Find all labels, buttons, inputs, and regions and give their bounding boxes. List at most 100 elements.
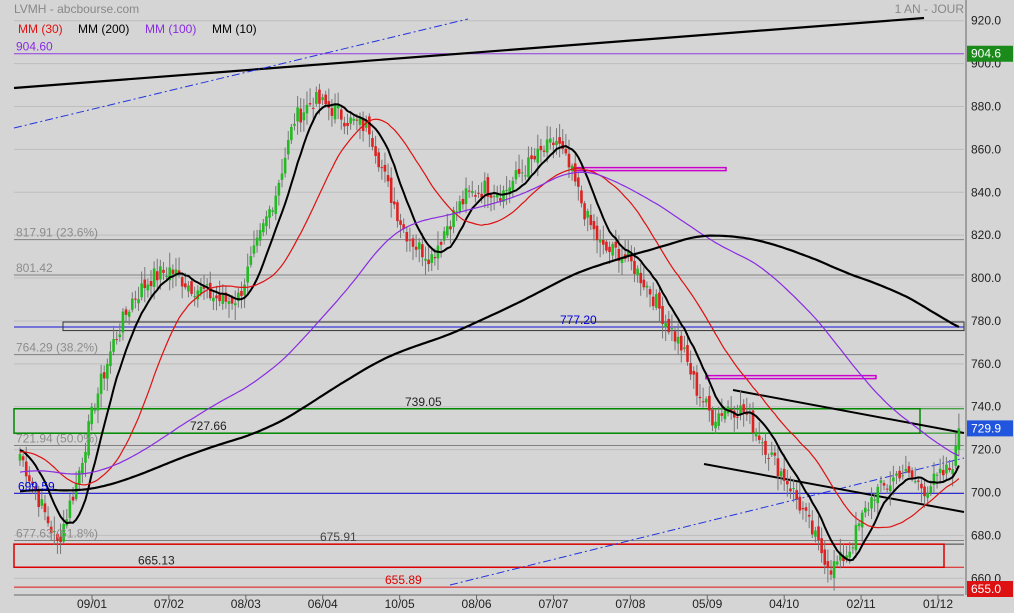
upper-dashdot-line <box>13 18 469 129</box>
zone-777 <box>62 321 965 332</box>
candle-body <box>237 292 240 302</box>
candle-body <box>823 549 827 565</box>
candle-body <box>458 201 462 212</box>
candle-body <box>46 516 50 524</box>
level-label: 727.66 <box>190 419 227 433</box>
grid-lines <box>14 20 964 596</box>
level-label: 764.29 (38.2%) <box>16 341 98 355</box>
candle-body <box>502 190 505 202</box>
candle-body <box>651 296 655 307</box>
candle-body <box>926 492 929 498</box>
ma-line-30 <box>19 118 960 529</box>
candle-body <box>277 182 281 196</box>
legend-mm200: MM (200) <box>78 22 129 36</box>
candle-body <box>343 122 346 127</box>
y-tick-label: 720.0 <box>971 443 1001 457</box>
candle-body <box>483 180 487 194</box>
candle-body <box>77 470 81 485</box>
candle-body <box>49 526 53 534</box>
candle-body <box>374 146 377 157</box>
price-badge-label: 729.9 <box>971 421 1001 435</box>
candle-body <box>227 301 231 304</box>
candlestick-series <box>18 83 961 591</box>
level-label: 777.20 <box>560 313 597 327</box>
level-label: 677.63 (61.8%) <box>16 526 98 540</box>
level-labels: 904.60 817.91 (23.6%) 801.42 777.20 764.29 (… <box>16 40 597 587</box>
ma-line-100 <box>19 171 960 475</box>
candle-body <box>698 396 702 399</box>
candle-body <box>299 108 303 123</box>
candle-body <box>776 458 780 477</box>
candle-body <box>177 270 181 275</box>
x-tick-label: 05/09 <box>692 597 722 611</box>
candle-body <box>617 248 621 261</box>
candle-body <box>948 467 951 471</box>
candle-body <box>318 89 321 104</box>
candle-body <box>736 416 739 418</box>
candle-body <box>567 153 571 168</box>
candle-body <box>442 231 446 241</box>
candle-body <box>155 271 159 281</box>
candle-body <box>327 101 331 108</box>
magenta-box-755 <box>705 374 877 380</box>
candle-body <box>24 461 28 477</box>
candle-body <box>683 347 686 350</box>
candle-body <box>633 260 636 275</box>
candle-body <box>21 456 25 461</box>
candle-body <box>558 137 561 144</box>
level-label: 801.42 <box>16 261 53 275</box>
candle-body <box>274 195 278 214</box>
candle-body <box>864 507 867 513</box>
candle-body <box>152 268 156 287</box>
candle-body <box>124 309 128 315</box>
candle-body <box>885 488 889 490</box>
candle-body <box>380 167 384 169</box>
candle-body <box>349 117 352 124</box>
candle-body <box>857 523 861 527</box>
candle-body <box>112 339 115 352</box>
candle-body <box>414 246 418 250</box>
candle-body <box>751 410 755 433</box>
candle-body <box>860 512 864 528</box>
candle-body <box>882 483 886 486</box>
candle-body <box>184 283 187 288</box>
candle-body <box>577 177 580 187</box>
candle-body <box>221 295 225 304</box>
candle-body <box>951 469 954 475</box>
candle-body <box>920 483 923 489</box>
candle-body <box>505 189 508 191</box>
candle-body <box>324 94 327 105</box>
candle-body <box>480 193 483 198</box>
candle-body <box>71 496 75 501</box>
candle-body <box>626 251 630 257</box>
candle-body <box>723 410 727 420</box>
x-tick-label: 07/07 <box>538 597 568 611</box>
candle-body <box>870 497 873 509</box>
candle-body <box>867 509 870 511</box>
candle-body <box>851 547 855 549</box>
y-tick-label: 880.0 <box>971 100 1001 114</box>
candle-body <box>636 268 639 276</box>
candle-body <box>598 239 602 243</box>
candle-body <box>258 229 262 241</box>
candle-body <box>695 372 699 396</box>
candle-body <box>371 138 374 147</box>
candle-body <box>149 281 153 287</box>
candle-body <box>361 118 365 132</box>
chart-title: LVMH - abcbourse.com <box>14 2 139 16</box>
candle-body <box>321 97 324 101</box>
candle-body <box>53 531 56 533</box>
candle-body <box>102 372 106 379</box>
level-label: 699.59 <box>18 479 55 493</box>
level-label: 665.13 <box>138 553 175 567</box>
candle-body <box>848 551 852 558</box>
candle-body <box>28 475 31 482</box>
x-tick-label: 08/06 <box>462 597 492 611</box>
candle-body <box>904 469 908 472</box>
candle-body <box>286 140 290 155</box>
candle-body <box>393 201 396 205</box>
trend-lines <box>13 16 965 586</box>
candle-body <box>290 126 293 141</box>
candle-body <box>474 195 477 197</box>
